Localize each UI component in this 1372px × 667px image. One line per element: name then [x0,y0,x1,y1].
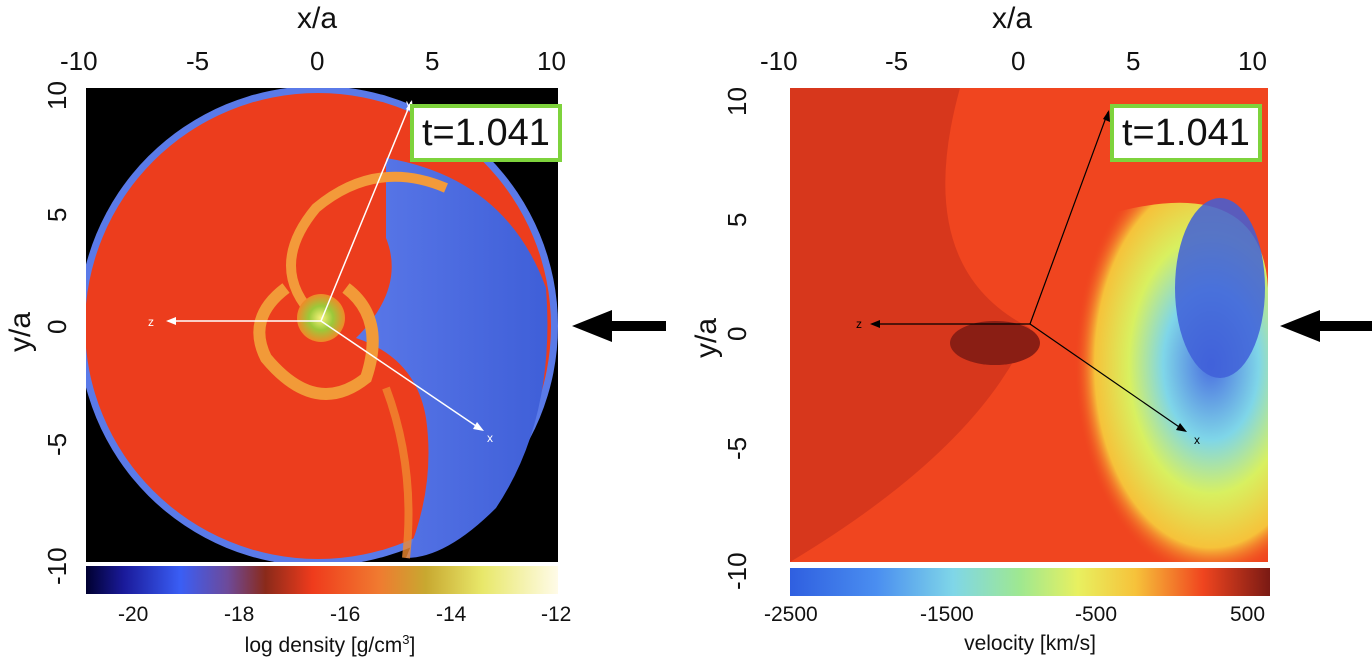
density-panel: x/a -10 -5 0 5 10 y/a 10 5 0 -5 -10 [4,2,666,657]
spiral-arm [253,283,379,400]
x-tick: -10 [60,46,98,76]
arrow-left-icon [572,310,666,342]
y-axis-label: y [406,97,412,111]
x-tick: 5 [1126,46,1141,76]
x-tick: 5 [425,46,440,76]
y-axis-line [320,101,412,322]
y-axis-line [1029,111,1109,325]
density-core [297,294,345,342]
cbar-tick: -500 [1075,603,1118,626]
y-tick: -5 [42,432,72,456]
spiral-arm [286,171,448,322]
z-axis-label: z [148,315,154,329]
x-axis-title: x/a [297,2,338,35]
x-tick: 0 [310,46,325,76]
y-tick: -5 [722,436,752,460]
x-axis-label: x [1194,433,1200,447]
low-density-region [356,158,548,558]
y-tick: -10 [42,547,72,585]
slow-region [790,88,1030,562]
arrow-left-icon [1280,310,1372,342]
cbar-tick: -18 [224,603,255,626]
density-colorbar [86,566,558,594]
x-tick: -5 [885,46,909,76]
y-axis-title: y/a [4,311,37,352]
y-tick: -10 [722,552,752,590]
cbar-tick: -2500 [764,603,818,626]
x-tick: 0 [1011,46,1026,76]
x-axis-label: x [487,431,493,445]
y-tick: 10 [722,87,752,116]
time-label-box: t=1.041 [410,104,562,162]
dense-shock [950,321,1040,365]
x-tick: 10 [537,46,566,76]
density-map: z x y [86,88,558,562]
y-tick: 5 [42,207,72,222]
x-arrowhead [473,422,484,431]
y-tick: 0 [722,326,752,341]
spiral-arm [382,386,413,559]
y-arrowhead [1103,110,1110,122]
velocity-colorbar-label: velocity [km/s] [964,632,1096,655]
x-tick: -10 [760,46,798,76]
cbar-tick: 500 [1230,603,1266,626]
velocity-panel: x/a -10 -5 0 5 10 y/a 10 5 0 -5 -10 [690,0,1372,667]
x-arrowhead [1176,423,1187,432]
x-axis-line [1029,323,1186,432]
x-axis-line [320,320,483,431]
fast-core [1175,198,1265,378]
y-tick: 10 [42,81,72,110]
x-axis-title: x/a [992,2,1033,35]
z-arrowhead [166,317,176,325]
y-axis-title: y/a [690,317,723,358]
cbar-tick: -12 [541,603,572,626]
cbar-tick: -16 [330,603,361,626]
z-axis-label: z [856,317,862,331]
cbar-tick: -14 [436,603,467,626]
time-label-box: t=1.041 [1110,104,1262,162]
density-colorbar-label: log density [g/cm3] [244,632,416,657]
z-arrowhead [870,320,880,328]
cbar-tick: -1500 [920,603,974,626]
cbar-tick: -20 [118,603,149,626]
x-tick: -5 [186,46,210,76]
y-tick: 5 [722,212,752,227]
x-tick: 10 [1238,46,1267,76]
velocity-map: z x [790,88,1268,562]
velocity-colorbar [790,568,1270,596]
y-tick: 0 [42,319,72,334]
